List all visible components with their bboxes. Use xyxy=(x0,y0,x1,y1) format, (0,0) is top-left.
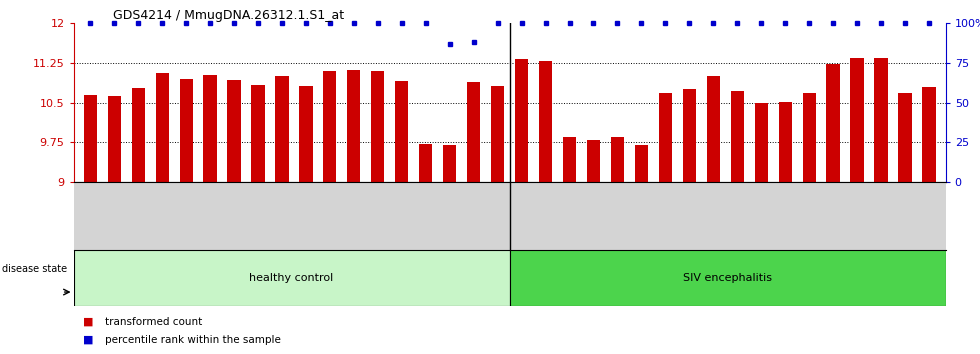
Bar xyxy=(803,93,815,182)
Text: GDS4214 / MmugDNA.26312.1.S1_at: GDS4214 / MmugDNA.26312.1.S1_at xyxy=(113,9,344,22)
Bar xyxy=(611,137,624,182)
Bar xyxy=(491,86,504,182)
Bar xyxy=(131,88,145,182)
Bar xyxy=(156,73,169,182)
Bar xyxy=(899,93,911,182)
Bar xyxy=(707,76,720,182)
Bar xyxy=(204,75,217,182)
Text: SIV encephalitis: SIV encephalitis xyxy=(683,273,772,283)
Text: transformed count: transformed count xyxy=(105,317,202,327)
Bar xyxy=(874,58,888,182)
Bar xyxy=(299,86,313,182)
Bar xyxy=(323,71,336,182)
Bar xyxy=(108,96,121,182)
Bar xyxy=(443,145,457,182)
Bar xyxy=(419,144,432,182)
Bar xyxy=(683,89,696,182)
Bar xyxy=(587,140,600,182)
Bar xyxy=(515,59,528,182)
Text: healthy control: healthy control xyxy=(250,273,333,283)
Text: ■: ■ xyxy=(83,317,94,327)
Bar xyxy=(371,71,384,182)
Bar xyxy=(778,102,792,182)
Bar xyxy=(659,93,672,182)
Text: disease state: disease state xyxy=(2,264,67,274)
Bar xyxy=(731,91,744,182)
Bar xyxy=(922,87,936,182)
Text: ■: ■ xyxy=(83,335,94,345)
Bar xyxy=(395,81,409,182)
Bar xyxy=(252,85,265,182)
Bar xyxy=(347,70,361,182)
Bar xyxy=(510,250,946,306)
Bar xyxy=(755,103,767,182)
Text: percentile rank within the sample: percentile rank within the sample xyxy=(105,335,280,345)
Bar xyxy=(179,79,193,182)
Bar xyxy=(227,80,241,182)
Bar xyxy=(635,145,648,182)
Bar xyxy=(826,64,840,182)
Bar xyxy=(83,95,97,182)
Bar xyxy=(563,137,576,182)
Bar xyxy=(74,250,510,306)
Bar xyxy=(851,58,863,182)
Bar xyxy=(467,82,480,182)
Bar xyxy=(275,76,288,182)
Bar xyxy=(539,61,552,182)
